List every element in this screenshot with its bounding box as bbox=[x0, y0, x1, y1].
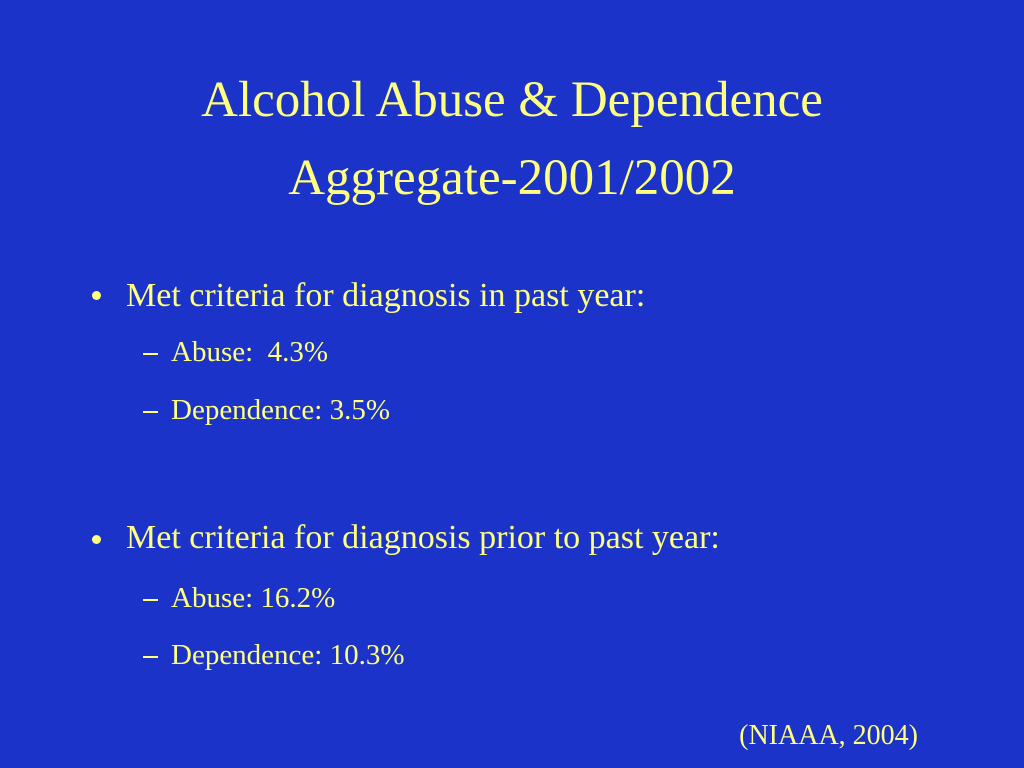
sub-bullet: Dependence: 3.5% bbox=[171, 394, 391, 426]
sub-bullet: Abuse: 16.2% bbox=[171, 582, 336, 614]
bullet-marker bbox=[92, 291, 101, 300]
bullet-marker bbox=[92, 535, 101, 544]
citation: (NIAAA, 2004) bbox=[739, 720, 918, 751]
title-line: Aggregate-2001/2002 bbox=[288, 150, 736, 206]
sub-bullet: Abuse: 4.3% bbox=[171, 336, 329, 368]
dash-marker bbox=[143, 353, 158, 355]
title-line: Alcohol Abuse & Dependence bbox=[201, 72, 823, 128]
dash-marker bbox=[143, 656, 158, 658]
bullet: Met criteria for diagnosis prior to past… bbox=[126, 519, 720, 556]
dash-marker bbox=[143, 411, 158, 413]
sub-bullet: Dependence: 10.3% bbox=[171, 639, 405, 671]
bullet: Met criteria for diagnosis in past year: bbox=[126, 277, 646, 314]
dash-marker bbox=[143, 599, 158, 601]
